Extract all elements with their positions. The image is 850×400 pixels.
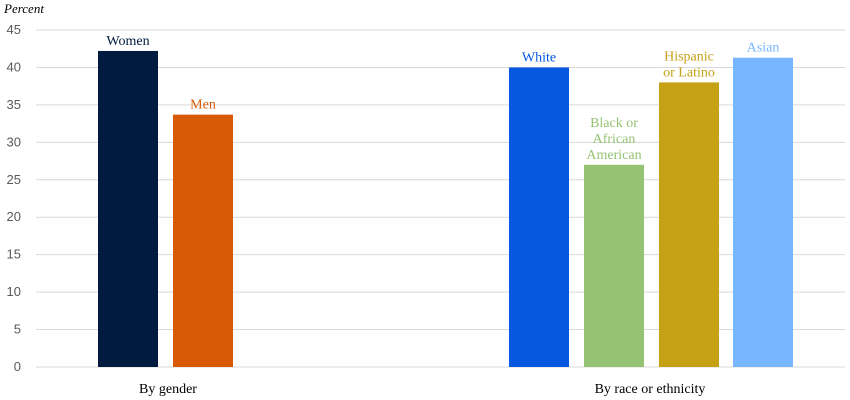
gridlines bbox=[36, 29, 845, 368]
bar-label: Hispanic bbox=[664, 49, 714, 64]
bar bbox=[98, 50, 158, 368]
bar-label: Asian bbox=[747, 41, 780, 56]
x-category-label: By gender bbox=[139, 382, 197, 397]
y-tick-label: 20 bbox=[7, 209, 21, 224]
bars bbox=[98, 50, 793, 368]
y-tick-label: 35 bbox=[7, 97, 21, 112]
y-tick-label: 45 bbox=[7, 22, 21, 37]
bar bbox=[659, 82, 719, 367]
bar-label: Men bbox=[190, 98, 216, 113]
y-tick-label: 25 bbox=[7, 172, 21, 187]
bar-label: African bbox=[593, 132, 636, 147]
y-tick-label: 15 bbox=[7, 247, 21, 262]
bar bbox=[173, 114, 233, 367]
y-axis-title: Percent bbox=[3, 1, 44, 16]
y-tick-label: 0 bbox=[14, 359, 21, 374]
bar-label: Women bbox=[106, 34, 149, 49]
y-tick-label: 30 bbox=[7, 134, 21, 149]
bar-label: White bbox=[522, 50, 556, 65]
y-tick-label: 40 bbox=[7, 59, 21, 74]
bar bbox=[509, 67, 569, 367]
category-group-labels: By gender By race or ethnicity bbox=[139, 382, 705, 397]
y-tick-label: 10 bbox=[7, 284, 21, 299]
x-category-label: By race or ethnicity bbox=[595, 382, 706, 397]
bar bbox=[584, 164, 644, 367]
bar-label: American bbox=[586, 148, 641, 163]
bar-label: or Latino bbox=[663, 65, 715, 80]
bar bbox=[733, 57, 793, 367]
y-axis-ticks: 0 5 10 15 20 25 30 35 40 45 bbox=[7, 22, 21, 374]
bar-label: Black or bbox=[590, 116, 638, 131]
y-tick-label: 5 bbox=[14, 322, 21, 337]
